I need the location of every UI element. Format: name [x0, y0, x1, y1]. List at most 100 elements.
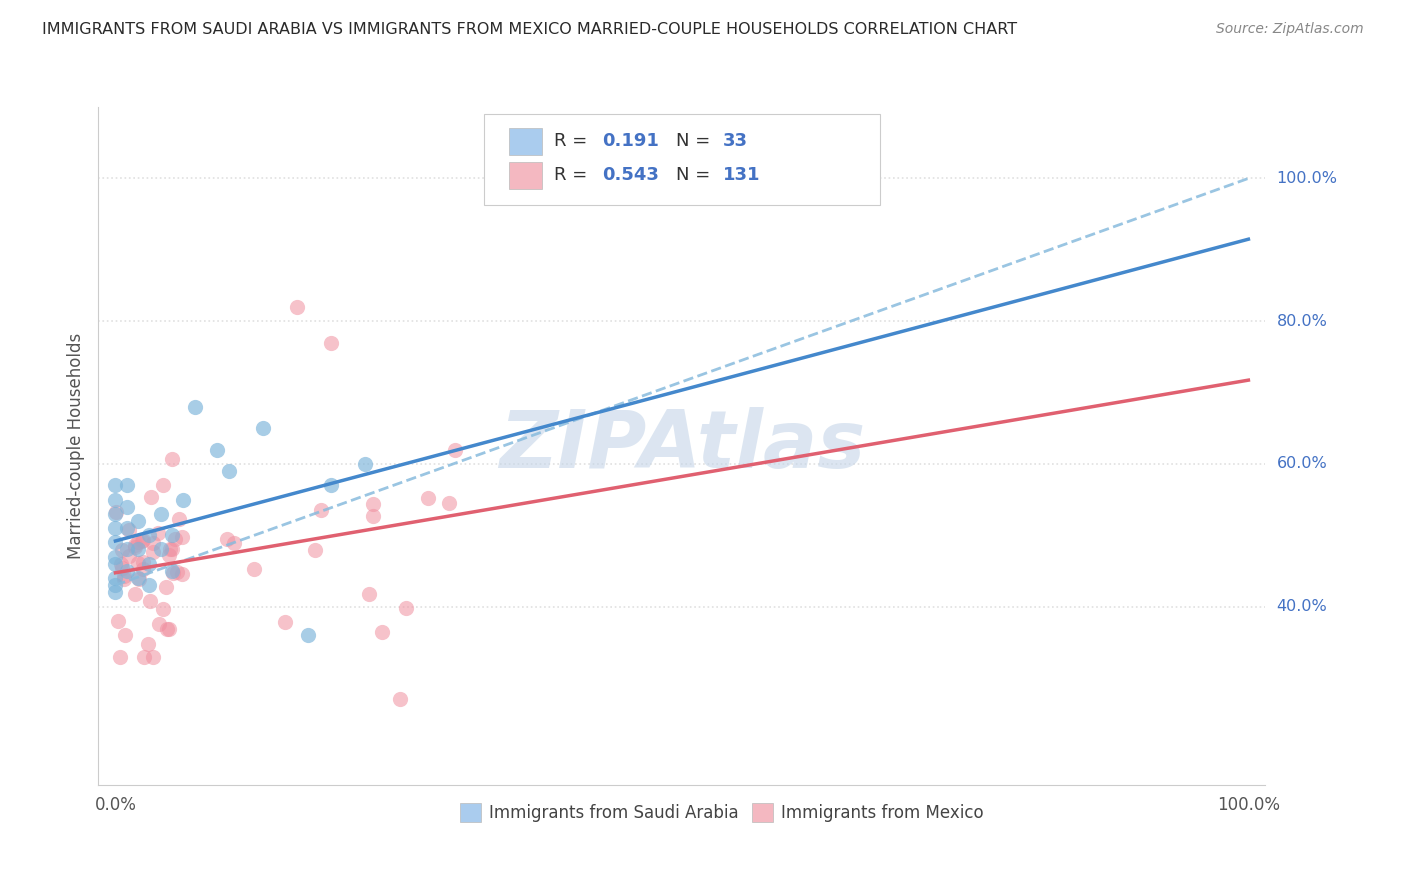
Point: [297, 628, 319, 642]
Point: [304, 542, 326, 557]
Text: 60.0%: 60.0%: [1277, 457, 1327, 471]
Point: [156, 623, 179, 637]
Point: [104, 578, 127, 592]
Point: [104, 571, 127, 585]
Text: Immigrants from Saudi Arabia: Immigrants from Saudi Arabia: [489, 804, 740, 822]
Text: 131: 131: [723, 167, 761, 185]
Point: [159, 541, 181, 556]
Point: [104, 535, 127, 549]
Point: [136, 637, 159, 651]
Point: [118, 523, 141, 537]
Point: [107, 614, 129, 628]
Point: [104, 557, 127, 571]
Text: 0.543: 0.543: [603, 167, 659, 185]
Point: [157, 623, 180, 637]
Point: [170, 567, 193, 582]
Point: [124, 587, 146, 601]
Point: [104, 505, 127, 519]
Point: [160, 564, 183, 578]
Text: 80.0%: 80.0%: [1277, 314, 1327, 328]
Point: [132, 533, 155, 548]
Point: [104, 478, 127, 492]
Point: [363, 508, 385, 523]
Point: [104, 549, 127, 564]
Text: Source: ZipAtlas.com: Source: ZipAtlas.com: [1216, 22, 1364, 37]
Point: [388, 692, 411, 706]
Point: [319, 478, 342, 492]
Point: [353, 457, 375, 471]
Point: [170, 530, 193, 544]
Point: [146, 525, 169, 540]
Point: [131, 534, 153, 549]
Y-axis label: Married-couple Households: Married-couple Households: [66, 333, 84, 559]
Point: [361, 497, 384, 511]
Point: [155, 580, 177, 594]
Point: [160, 528, 183, 542]
Point: [252, 421, 274, 435]
Point: [134, 649, 156, 664]
Text: N =: N =: [676, 167, 716, 185]
Point: [183, 400, 205, 414]
Point: [128, 572, 150, 586]
Point: [172, 492, 194, 507]
FancyBboxPatch shape: [509, 161, 541, 189]
Point: [111, 561, 134, 575]
Point: [110, 543, 132, 558]
FancyBboxPatch shape: [509, 128, 541, 154]
Point: [141, 491, 163, 505]
Point: [104, 492, 127, 507]
Point: [395, 601, 418, 615]
Point: [127, 534, 149, 549]
Point: [148, 617, 170, 632]
Text: R =: R =: [554, 167, 592, 185]
Point: [243, 562, 266, 576]
Point: [115, 521, 138, 535]
Point: [104, 507, 127, 521]
Point: [149, 542, 172, 557]
Point: [139, 594, 162, 608]
Point: [444, 442, 467, 457]
Point: [127, 542, 149, 557]
Point: [115, 500, 138, 514]
FancyBboxPatch shape: [460, 804, 481, 822]
Point: [127, 571, 149, 585]
Point: [138, 578, 160, 592]
Text: N =: N =: [676, 132, 716, 150]
Text: ZIPAtlas: ZIPAtlas: [499, 407, 865, 485]
Point: [104, 521, 127, 535]
Point: [124, 538, 146, 552]
Point: [217, 532, 239, 546]
Point: [124, 540, 146, 554]
Text: 33: 33: [723, 132, 748, 150]
Point: [167, 512, 190, 526]
Text: 0.191: 0.191: [603, 132, 659, 150]
Point: [127, 556, 149, 570]
Point: [132, 562, 155, 576]
Point: [285, 300, 308, 314]
Point: [112, 572, 135, 586]
FancyBboxPatch shape: [484, 114, 880, 205]
Text: Immigrants from Mexico: Immigrants from Mexico: [782, 804, 984, 822]
Point: [110, 558, 132, 572]
Point: [224, 536, 246, 550]
Point: [162, 566, 184, 580]
Text: IMMIGRANTS FROM SAUDI ARABIA VS IMMIGRANTS FROM MEXICO MARRIED-COUPLE HOUSEHOLDS: IMMIGRANTS FROM SAUDI ARABIA VS IMMIGRAN…: [42, 22, 1018, 37]
Point: [142, 649, 165, 664]
Point: [160, 542, 183, 557]
Point: [142, 545, 165, 559]
Point: [160, 451, 183, 466]
Text: R =: R =: [554, 132, 592, 150]
Point: [138, 528, 160, 542]
Point: [416, 491, 439, 505]
Point: [166, 566, 188, 580]
Point: [114, 627, 136, 641]
Point: [274, 615, 297, 630]
Point: [108, 649, 131, 664]
Point: [152, 478, 174, 492]
Point: [115, 542, 138, 557]
FancyBboxPatch shape: [752, 804, 773, 822]
Point: [152, 601, 174, 615]
Point: [371, 625, 394, 640]
Point: [163, 532, 186, 546]
Point: [104, 585, 127, 599]
